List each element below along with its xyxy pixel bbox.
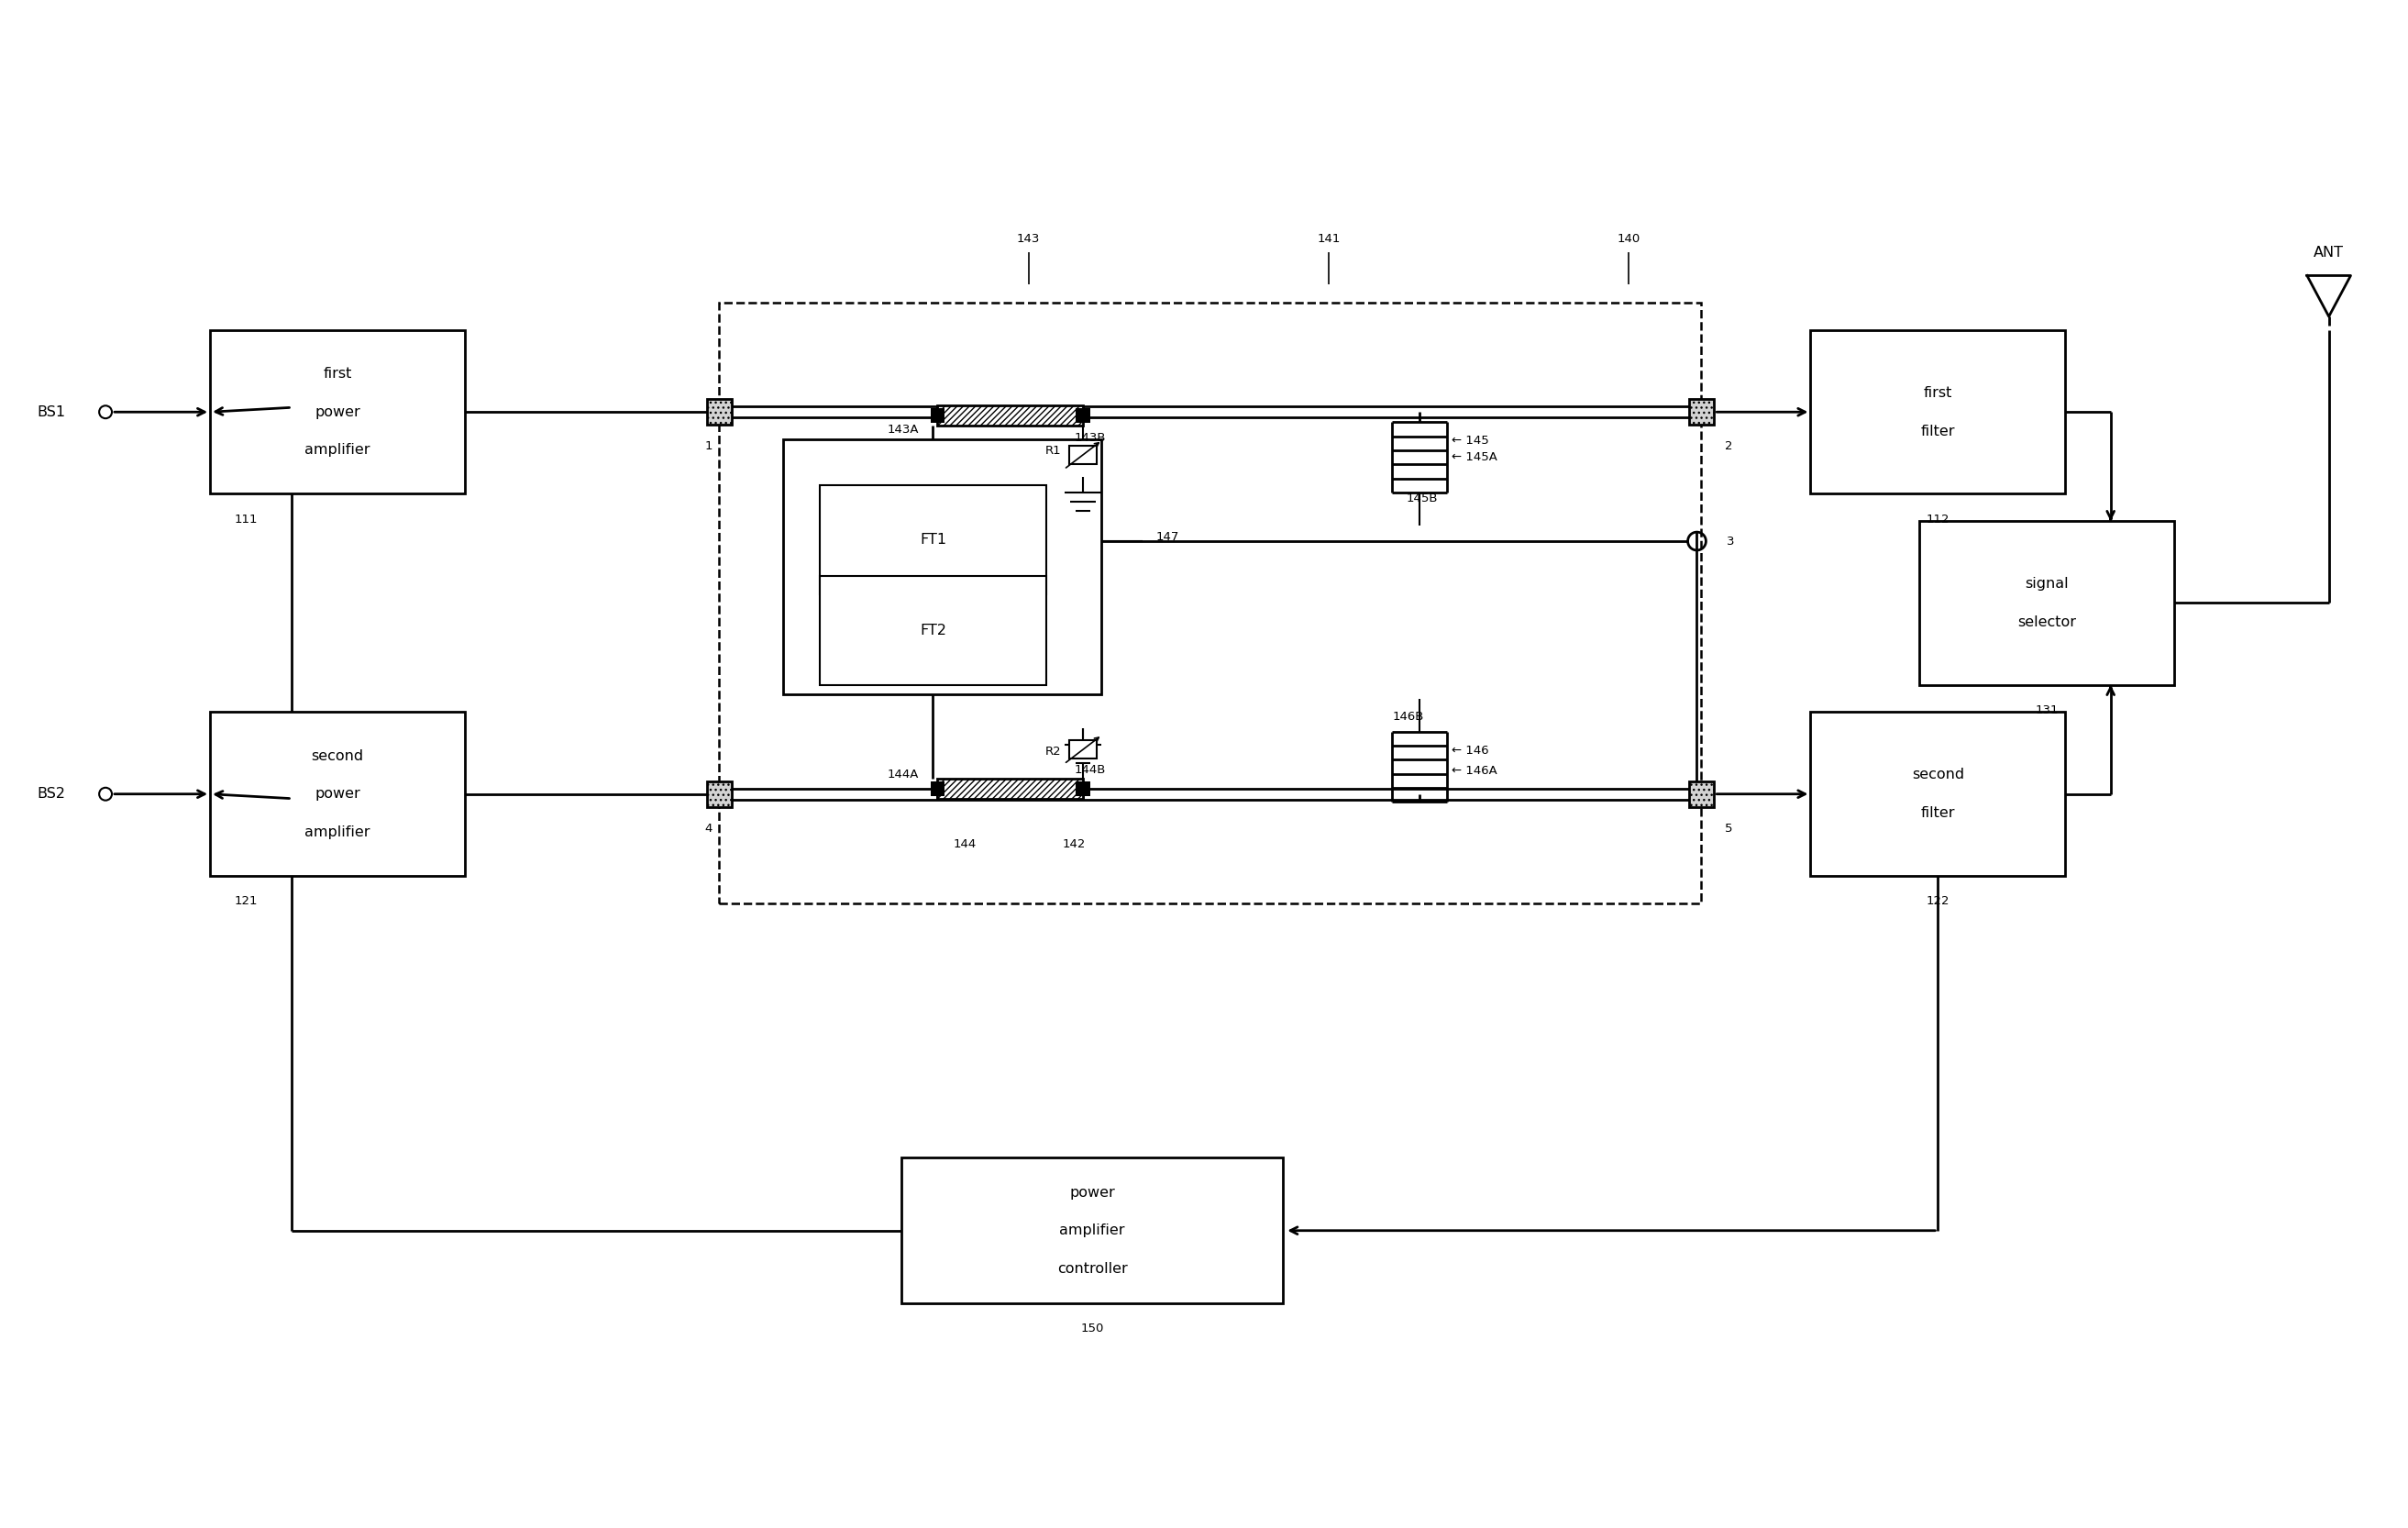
Bar bbox=[1076, 408, 1091, 423]
Text: first: first bbox=[323, 367, 352, 380]
Text: amplifier: amplifier bbox=[306, 443, 371, 457]
Bar bbox=[1811, 712, 2066, 876]
Bar bbox=[819, 484, 1047, 594]
Text: 142: 142 bbox=[1062, 837, 1086, 850]
Text: power: power bbox=[315, 787, 361, 801]
Text: 3: 3 bbox=[1727, 535, 1734, 547]
Bar bbox=[937, 405, 1084, 426]
Text: second: second bbox=[311, 749, 364, 762]
Text: amplifier: amplifier bbox=[1060, 1224, 1125, 1238]
Bar bbox=[1688, 781, 1714, 807]
Text: 144B: 144B bbox=[1074, 764, 1105, 776]
Bar bbox=[929, 781, 944, 796]
Bar bbox=[929, 408, 944, 423]
Text: 141: 141 bbox=[1317, 234, 1341, 244]
Text: 112: 112 bbox=[1926, 513, 1950, 526]
Text: ← 146: ← 146 bbox=[1452, 744, 1488, 756]
Text: 143A: 143A bbox=[889, 423, 920, 435]
Bar bbox=[1076, 781, 1091, 796]
Text: ← 145: ← 145 bbox=[1452, 435, 1488, 448]
Bar bbox=[1811, 330, 2066, 494]
Text: amplifier: amplifier bbox=[306, 825, 371, 839]
Text: signal: signal bbox=[2025, 578, 2068, 591]
Text: FT2: FT2 bbox=[920, 623, 946, 637]
Text: 1: 1 bbox=[706, 440, 713, 452]
Text: second: second bbox=[1912, 769, 1965, 782]
Text: 140: 140 bbox=[1618, 234, 1640, 244]
Text: filter: filter bbox=[1922, 425, 1955, 439]
Text: 5: 5 bbox=[1724, 822, 1734, 834]
Text: power: power bbox=[1069, 1186, 1115, 1199]
Text: BS2: BS2 bbox=[36, 787, 65, 801]
Text: ← 145A: ← 145A bbox=[1452, 452, 1498, 463]
Bar bbox=[706, 399, 732, 425]
Text: 111: 111 bbox=[234, 513, 258, 526]
Bar bbox=[1919, 521, 2174, 685]
Bar bbox=[783, 440, 1100, 694]
Text: 131: 131 bbox=[2035, 704, 2059, 717]
Bar bbox=[819, 576, 1047, 685]
Text: R1: R1 bbox=[1045, 445, 1062, 457]
Bar bbox=[706, 781, 732, 807]
Text: controller: controller bbox=[1057, 1262, 1127, 1276]
Bar bbox=[720, 303, 1702, 903]
Text: 4: 4 bbox=[706, 822, 713, 834]
Text: 146B: 146B bbox=[1392, 711, 1423, 723]
Text: 122: 122 bbox=[1926, 895, 1950, 908]
Text: 144A: 144A bbox=[889, 769, 920, 781]
Bar bbox=[209, 712, 465, 876]
Text: 121: 121 bbox=[234, 895, 258, 908]
Text: ← 146A: ← 146A bbox=[1452, 766, 1498, 778]
Text: 147: 147 bbox=[1156, 530, 1180, 542]
Text: R2: R2 bbox=[1045, 746, 1062, 758]
Text: 143: 143 bbox=[1016, 234, 1040, 244]
Bar bbox=[1069, 741, 1096, 758]
Bar bbox=[209, 330, 465, 494]
Text: 150: 150 bbox=[1081, 1323, 1103, 1335]
Text: 145B: 145B bbox=[1406, 492, 1438, 504]
Text: selector: selector bbox=[2018, 616, 2076, 630]
Bar bbox=[1688, 399, 1714, 425]
Text: 144: 144 bbox=[954, 837, 975, 850]
Text: power: power bbox=[315, 405, 361, 419]
Bar bbox=[1069, 446, 1096, 465]
Text: ANT: ANT bbox=[2314, 246, 2343, 260]
Text: filter: filter bbox=[1922, 807, 1955, 821]
Text: 2: 2 bbox=[1724, 440, 1734, 452]
Text: FT1: FT1 bbox=[920, 532, 946, 545]
Text: first: first bbox=[1924, 387, 1953, 400]
Bar bbox=[937, 779, 1084, 799]
Bar bbox=[901, 1158, 1283, 1303]
Text: BS1: BS1 bbox=[36, 405, 65, 419]
Text: 143B: 143B bbox=[1074, 432, 1105, 445]
